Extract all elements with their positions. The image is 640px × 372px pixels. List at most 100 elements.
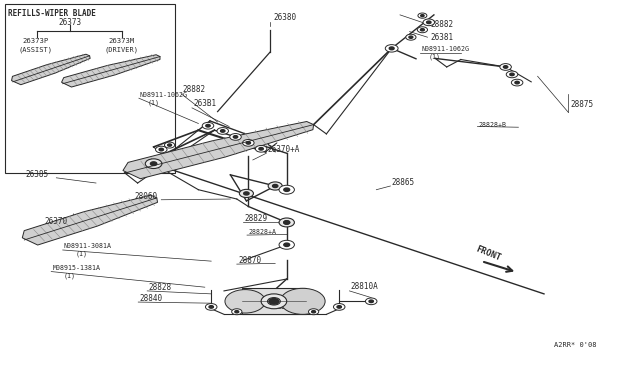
Circle shape [230, 134, 241, 140]
Circle shape [259, 148, 263, 150]
Circle shape [308, 309, 319, 315]
Text: (ASSIST): (ASSIST) [18, 46, 52, 52]
Text: 26385: 26385 [26, 170, 49, 179]
Circle shape [385, 45, 398, 52]
Circle shape [389, 47, 394, 50]
Text: REFILLS-WIPER BLADE: REFILLS-WIPER BLADE [8, 9, 95, 18]
Text: (1): (1) [64, 273, 76, 279]
Text: 26370+A: 26370+A [268, 145, 300, 154]
Circle shape [202, 122, 214, 129]
Text: 28828+A: 28828+A [248, 229, 276, 235]
Text: 28865: 28865 [392, 177, 415, 186]
Text: (1): (1) [147, 99, 159, 106]
Polygon shape [22, 195, 157, 245]
Text: 28828+B: 28828+B [479, 122, 507, 128]
Text: 28882: 28882 [182, 85, 205, 94]
Circle shape [235, 311, 239, 313]
Circle shape [515, 81, 519, 84]
Circle shape [280, 288, 325, 314]
Circle shape [418, 13, 427, 18]
Text: 26373P: 26373P [22, 38, 49, 44]
Bar [5, 4, 175, 173]
Text: 28875: 28875 [571, 100, 594, 109]
Circle shape [225, 289, 266, 313]
Text: 28840: 28840 [140, 294, 163, 302]
Circle shape [150, 162, 157, 166]
Text: (DRIVER): (DRIVER) [104, 46, 139, 52]
Circle shape [284, 221, 290, 224]
Text: 28828: 28828 [148, 283, 172, 292]
Circle shape [271, 300, 276, 303]
Circle shape [164, 142, 175, 148]
Text: N08911-1062G: N08911-1062G [421, 46, 469, 52]
Circle shape [239, 189, 253, 198]
Circle shape [244, 192, 249, 195]
Circle shape [423, 19, 435, 26]
Circle shape [279, 240, 294, 249]
Circle shape [246, 142, 250, 144]
Circle shape [409, 36, 413, 38]
Circle shape [279, 185, 294, 194]
Polygon shape [12, 54, 90, 85]
Circle shape [268, 298, 280, 305]
Text: 28829: 28829 [244, 214, 268, 223]
Text: 263B1: 263B1 [193, 99, 216, 108]
Text: N08911-1062G: N08911-1062G [140, 92, 188, 98]
Circle shape [285, 222, 288, 223]
Text: N08911-3081A: N08911-3081A [64, 244, 112, 250]
Text: 28060: 28060 [134, 192, 157, 201]
Circle shape [510, 73, 514, 76]
Polygon shape [61, 55, 160, 87]
Circle shape [273, 185, 278, 187]
Circle shape [284, 243, 290, 247]
Circle shape [205, 304, 217, 310]
Circle shape [506, 71, 518, 78]
Circle shape [417, 27, 428, 33]
Circle shape [269, 298, 279, 304]
Text: 26370: 26370 [45, 217, 68, 226]
Circle shape [217, 128, 228, 134]
Circle shape [365, 298, 377, 305]
Text: (1): (1) [429, 54, 441, 60]
Circle shape [232, 309, 242, 315]
Circle shape [255, 145, 267, 152]
Text: 26381: 26381 [430, 33, 453, 42]
Text: A2RR* 0'08: A2RR* 0'08 [554, 342, 596, 348]
Circle shape [159, 148, 163, 151]
Text: FRONT: FRONT [475, 245, 502, 263]
Polygon shape [123, 122, 314, 179]
Text: (1): (1) [76, 251, 88, 257]
Circle shape [279, 218, 294, 227]
Circle shape [420, 29, 424, 31]
Circle shape [312, 311, 316, 313]
Circle shape [168, 144, 172, 146]
Text: 26373: 26373 [59, 18, 82, 27]
Circle shape [261, 294, 287, 309]
Circle shape [406, 34, 416, 40]
Circle shape [209, 306, 213, 308]
Circle shape [511, 79, 523, 86]
Circle shape [284, 221, 290, 224]
Circle shape [504, 66, 508, 68]
Circle shape [337, 306, 341, 308]
Circle shape [420, 15, 424, 17]
Circle shape [206, 125, 210, 127]
Text: 26373M: 26373M [108, 38, 135, 44]
Circle shape [268, 182, 282, 190]
Circle shape [284, 188, 290, 192]
Circle shape [221, 130, 225, 132]
Text: 28810A: 28810A [351, 282, 378, 291]
Circle shape [333, 304, 345, 310]
Text: 28870: 28870 [238, 256, 261, 264]
Text: 28810: 28810 [276, 302, 300, 311]
Bar [242, 288, 306, 314]
Circle shape [500, 64, 511, 70]
Circle shape [145, 159, 162, 169]
Circle shape [427, 21, 431, 23]
Text: M08915-1381A: M08915-1381A [52, 265, 100, 271]
Circle shape [234, 136, 237, 138]
Circle shape [369, 300, 373, 302]
Circle shape [243, 140, 254, 146]
Circle shape [156, 146, 167, 153]
Text: 28882: 28882 [430, 20, 453, 29]
